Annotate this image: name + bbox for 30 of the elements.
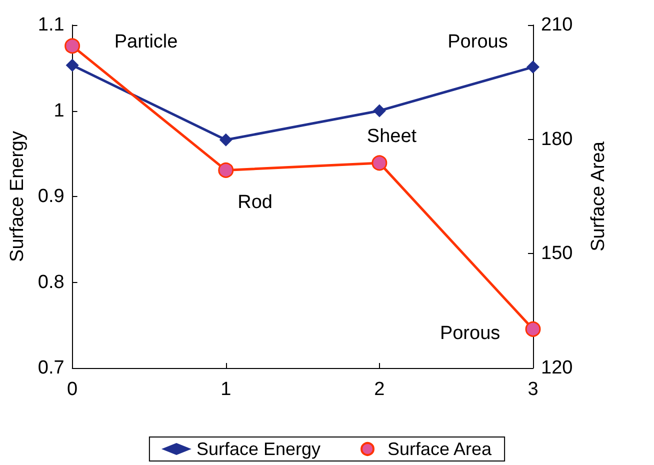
legend-label: Surface Energy [196,439,321,459]
y2-axis-title: Surface Area [588,141,609,252]
point [218,162,234,178]
y-tick-label: 0.9 [38,186,64,207]
x-tick-label: 0 [67,379,78,400]
point [372,155,388,171]
y-axis-title: Surface Energy [7,130,28,262]
annotation: Sheet [366,126,418,147]
point [372,104,386,118]
y-tick-label: 0.8 [38,272,64,293]
point [525,321,541,337]
y-tick-label: 1.1 [38,14,64,36]
y2-tick-label: 120 [541,358,573,378]
x-tick-label: 3 [528,379,538,400]
x-tick-label: 1 [220,379,232,400]
y2-tick-label: 150 [541,243,573,264]
point [64,38,80,54]
annotation: Porous [440,323,500,344]
legend-label: Surface Area [388,439,493,459]
y2-tick-label: 210 [541,14,573,36]
point [526,60,540,74]
x-tick-label: 2 [374,379,385,400]
y2-tick-label: 180 [541,128,573,150]
point [219,133,232,146]
point [66,58,79,72]
y-tick-label: 0.7 [38,358,64,378]
annotation: Particle [114,32,178,53]
annotation: Rod [238,192,272,214]
y-tick-label: 1 [54,100,64,122]
annotation: Porous [448,32,508,53]
